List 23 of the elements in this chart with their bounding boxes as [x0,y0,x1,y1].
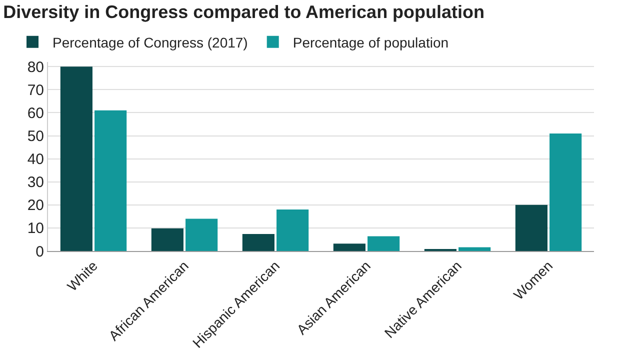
bar [186,218,218,251]
y-tick-label: 50 [27,128,44,146]
bar [550,133,582,251]
bar [515,204,548,251]
y-tick-label: 10 [27,220,44,238]
bar [333,244,366,251]
y-tick-label: 40 [27,151,44,168]
chart-title: Diversity in Congress compared to American population [3,2,485,22]
y-tick-label: 60 [27,104,44,122]
bar [94,110,127,251]
y-tick-label: 20 [27,197,44,214]
legend-label: Percentage of Congress (2017) [52,34,248,50]
y-tick-label: 70 [27,82,44,99]
bar [151,228,184,251]
bar [458,247,491,251]
bar [60,66,92,251]
y-tick-label: 0 [36,243,44,260]
legend-label: Percentage of population [292,34,449,50]
bar [276,210,309,251]
bar [242,234,274,251]
y-tick-label: 30 [27,174,44,192]
bar [368,236,400,251]
y-tick-label: 80 [27,58,44,76]
